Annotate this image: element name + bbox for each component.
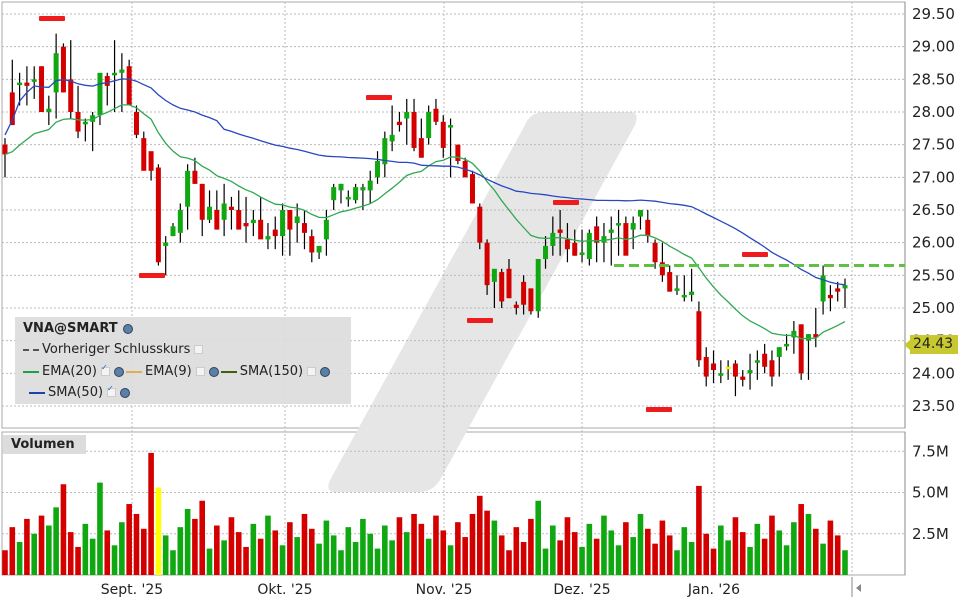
- candles: [2, 33, 848, 397]
- sma50-checkbox[interactable]: [107, 384, 117, 397]
- svg-text:26.00: 26.00: [912, 234, 955, 252]
- legend-panel[interactable]: VNA@SMART Vorheriger Schlusskurs EMA(20)…: [15, 317, 351, 404]
- svg-text:2.5M: 2.5M: [912, 525, 949, 543]
- svg-text:24.00: 24.00: [912, 364, 955, 382]
- ema9-checkbox[interactable]: [195, 367, 205, 376]
- symbol-settings-icon[interactable]: [122, 323, 133, 334]
- svg-text:Okt. '25: Okt. '25: [257, 582, 312, 598]
- volume-pane-title: Volumen: [3, 435, 86, 454]
- ema9-settings-icon[interactable]: [208, 366, 219, 377]
- ema20-settings-icon[interactable]: [114, 366, 125, 377]
- svg-text:28.50: 28.50: [912, 70, 955, 88]
- legend-label: SMA(50): [48, 385, 104, 400]
- legend-indicator-row: EMA(20) EMA(9) SMA(150): [23, 363, 332, 379]
- svg-text:Dez. '25: Dez. '25: [553, 582, 610, 598]
- legend-label: SMA(150): [239, 364, 304, 379]
- svg-text:27.50: 27.50: [912, 136, 955, 154]
- dashed-line-icon: [23, 348, 39, 351]
- ema20-line: [4, 104, 846, 340]
- legend-label: EMA(20): [42, 364, 98, 379]
- legend-item-sma50: SMA(50): [29, 384, 132, 400]
- svg-text:23.50: 23.50: [912, 397, 955, 415]
- ema20-checkbox[interactable]: [101, 363, 111, 376]
- svg-text:28.00: 28.00: [912, 103, 955, 121]
- svg-text:25.50: 25.50: [912, 266, 955, 284]
- legend-title-row: VNA@SMART: [23, 321, 135, 336]
- svg-text:29.50: 29.50: [912, 5, 955, 23]
- svg-text:7.5M: 7.5M: [912, 442, 949, 460]
- svg-text:Jan. '26: Jan. '26: [687, 582, 740, 598]
- svg-text:29.00: 29.00: [912, 38, 955, 56]
- svg-text:Nov. '25: Nov. '25: [416, 582, 473, 598]
- svg-text:25.00: 25.00: [912, 299, 955, 317]
- last-price-tag: 24.43: [904, 335, 958, 354]
- prev-close-checkbox[interactable]: [194, 345, 204, 354]
- sma150-settings-icon[interactable]: [320, 366, 331, 377]
- svg-text:5.0M: 5.0M: [912, 484, 949, 502]
- sma50-swatch-icon: [29, 391, 45, 394]
- sma50-line: [4, 78, 846, 286]
- svg-text:27.00: 27.00: [912, 168, 955, 186]
- sma50-settings-icon[interactable]: [120, 387, 131, 398]
- svg-text:26.50: 26.50: [912, 201, 955, 219]
- ema9-swatch-icon: [126, 370, 143, 373]
- ema20-swatch-icon: [23, 370, 39, 373]
- legend-item-prev-close[interactable]: Vorheriger Schlusskurs: [23, 342, 207, 357]
- sma150-checkbox[interactable]: [307, 367, 317, 376]
- sma150-swatch-icon: [220, 370, 237, 373]
- legend-label: Vorheriger Schlusskurs: [42, 342, 191, 357]
- svg-text:Sept. '25: Sept. '25: [101, 582, 163, 598]
- legend-symbol: VNA@SMART: [23, 321, 118, 336]
- legend-label: EMA(9): [145, 364, 192, 379]
